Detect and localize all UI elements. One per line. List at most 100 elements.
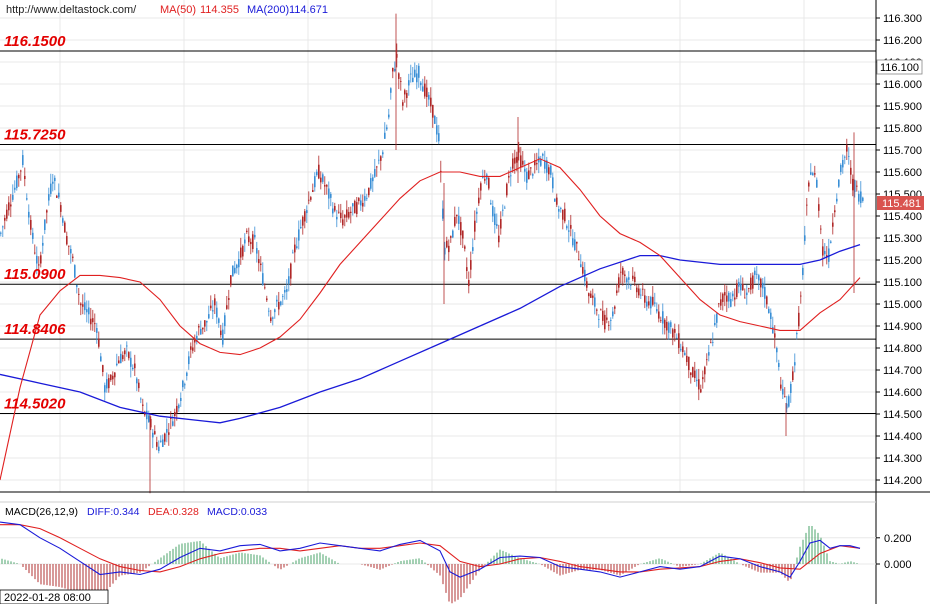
candle-body — [366, 197, 368, 199]
candle-body — [198, 326, 200, 328]
candle-body — [812, 173, 814, 176]
svg-text:116.100: 116.100 — [880, 62, 919, 74]
candle-body — [586, 281, 588, 288]
candle-body — [752, 275, 754, 289]
candle-body — [572, 238, 574, 246]
y-tick-label: 114.900 — [883, 321, 922, 333]
level-label: 114.8406 — [4, 321, 66, 338]
candle-body — [524, 168, 526, 172]
candle-body — [446, 240, 448, 248]
candle-body — [766, 296, 768, 305]
candle-body — [64, 222, 66, 233]
candle-body — [90, 318, 92, 325]
candle-body — [364, 196, 366, 201]
y-tick-label: 114.200 — [883, 475, 922, 487]
candle-body — [746, 292, 748, 296]
candle-body — [700, 389, 702, 393]
candle-body — [754, 270, 756, 275]
candle-body — [74, 265, 76, 278]
candle-body — [4, 217, 6, 221]
candle-body — [430, 97, 432, 107]
candle-body — [434, 116, 436, 124]
candle-body — [414, 69, 416, 77]
candle-body — [410, 73, 412, 75]
candle-body — [602, 310, 604, 321]
candle-body — [802, 267, 804, 276]
candle-body — [236, 264, 238, 269]
candle-body — [644, 295, 646, 303]
candle-body — [636, 287, 638, 293]
y-tick-label: 114.800 — [883, 343, 922, 355]
candle-body — [82, 304, 84, 307]
candle-body — [794, 362, 796, 366]
y-tick-label: 115.200 — [883, 255, 922, 267]
candle-body — [560, 208, 562, 209]
candle-body — [590, 293, 592, 298]
candle-body — [732, 293, 734, 297]
y-tick-label: 115.600 — [883, 167, 922, 179]
candle-body — [378, 159, 380, 161]
candle-body — [222, 329, 224, 345]
candle-body — [580, 264, 582, 268]
candle-body — [204, 320, 206, 327]
candle-body — [508, 175, 510, 178]
candle-body — [842, 159, 844, 168]
candle-body — [256, 248, 258, 254]
candle-body — [122, 355, 124, 360]
candle-body — [136, 378, 138, 384]
candle-body — [102, 365, 104, 372]
candle-body — [290, 263, 292, 279]
candle-body — [490, 203, 492, 205]
candle-body — [658, 311, 660, 319]
candle-body — [558, 209, 560, 212]
candle-body — [614, 306, 616, 309]
candle-body — [492, 206, 494, 217]
candle-body — [718, 303, 720, 305]
candle-body — [156, 442, 158, 447]
candle-body — [316, 171, 318, 176]
candle-body — [662, 311, 664, 324]
macd-dea-label: DEA:0.328 — [148, 506, 199, 518]
candle-body — [114, 372, 116, 378]
candle-body — [724, 292, 726, 296]
candle-body — [370, 178, 372, 189]
candle-body — [396, 53, 398, 58]
candle-body — [646, 301, 648, 307]
candle-body — [42, 242, 44, 246]
candle-body — [264, 287, 266, 289]
candle-body — [258, 259, 260, 264]
candle-body — [428, 94, 430, 100]
candle-body — [478, 197, 480, 204]
candle-body — [664, 319, 666, 328]
candle-body — [600, 309, 602, 311]
candle-body — [458, 215, 460, 224]
candle-body — [674, 328, 676, 333]
candle-body — [398, 73, 400, 79]
candle-body — [564, 208, 566, 222]
source-url[interactable]: http://www.deltastock.com/ — [6, 4, 137, 16]
candle-body — [736, 283, 738, 297]
candle-body — [302, 216, 304, 226]
candle-body — [390, 88, 392, 93]
candle-body — [824, 250, 826, 255]
candle-body — [380, 156, 382, 161]
candle-body — [254, 234, 256, 238]
candle-body — [166, 428, 168, 433]
candle-body — [248, 236, 250, 243]
ma50-line — [0, 158, 861, 481]
candle-body — [278, 301, 280, 310]
candle-body — [570, 224, 572, 229]
candle-body — [40, 255, 42, 264]
candle-body — [566, 226, 568, 229]
candle-body — [60, 205, 62, 212]
candle-body — [860, 191, 862, 204]
candle-body — [182, 380, 184, 388]
candle-body — [482, 176, 484, 178]
candle-body — [612, 311, 614, 317]
candle-body — [178, 404, 180, 409]
candle-body — [354, 200, 356, 214]
candle-body — [26, 198, 28, 200]
candle-body — [86, 309, 88, 313]
candle-body — [588, 293, 590, 297]
candle-body — [296, 246, 298, 249]
